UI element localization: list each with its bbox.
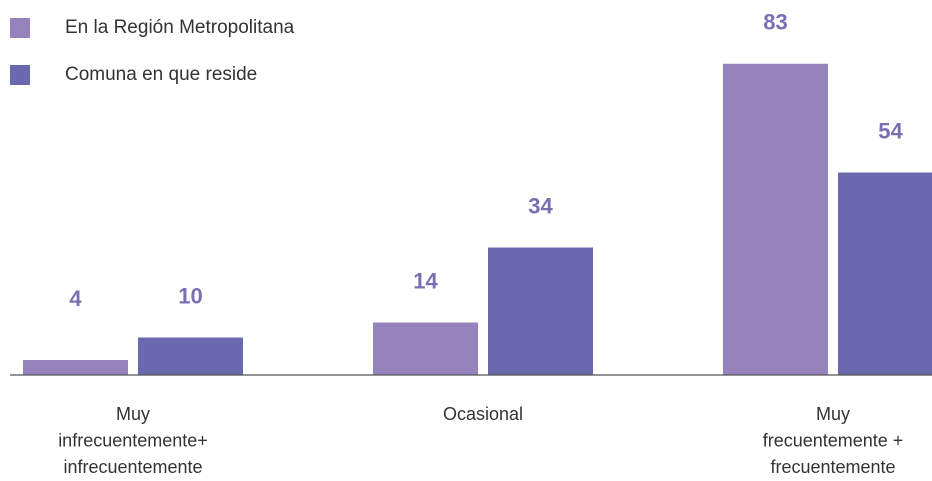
x-tick-label-line: frecuentemente (770, 457, 895, 477)
value-label: 14 (413, 268, 438, 293)
value-label: 54 (878, 118, 903, 143)
x-tick-label-line: infrecuentemente (63, 457, 202, 477)
legend-label: Comuna en que reside (65, 64, 257, 85)
value-label: 83 (763, 10, 787, 35)
x-tick-label-line: Ocasional (443, 404, 523, 424)
value-label: 4 (69, 286, 82, 311)
value-label: 34 (528, 193, 553, 218)
x-tick-label-line: Muy (116, 404, 150, 424)
bar (373, 322, 478, 375)
x-tick-label-line: infrecuentemente+ (58, 430, 208, 450)
bar (723, 63, 828, 375)
bar (838, 172, 932, 375)
x-tick-label: Muy frecuentemente + frecuentemente (763, 404, 904, 477)
legend-swatch (10, 18, 30, 38)
x-tick-label-line: frecuentemente + (763, 430, 904, 450)
x-tick-label: Muy infrecuentemente+ infrecuentemente (58, 404, 208, 477)
bar (23, 360, 128, 375)
bar (488, 247, 593, 375)
legend-swatch (10, 65, 30, 85)
x-tick-label: Ocasional (443, 404, 523, 424)
value-label: 10 (178, 283, 202, 308)
x-tick-label-line: Muy (816, 404, 850, 424)
bar (138, 337, 243, 375)
legend-label: En la Región Metropolitana (65, 17, 295, 38)
